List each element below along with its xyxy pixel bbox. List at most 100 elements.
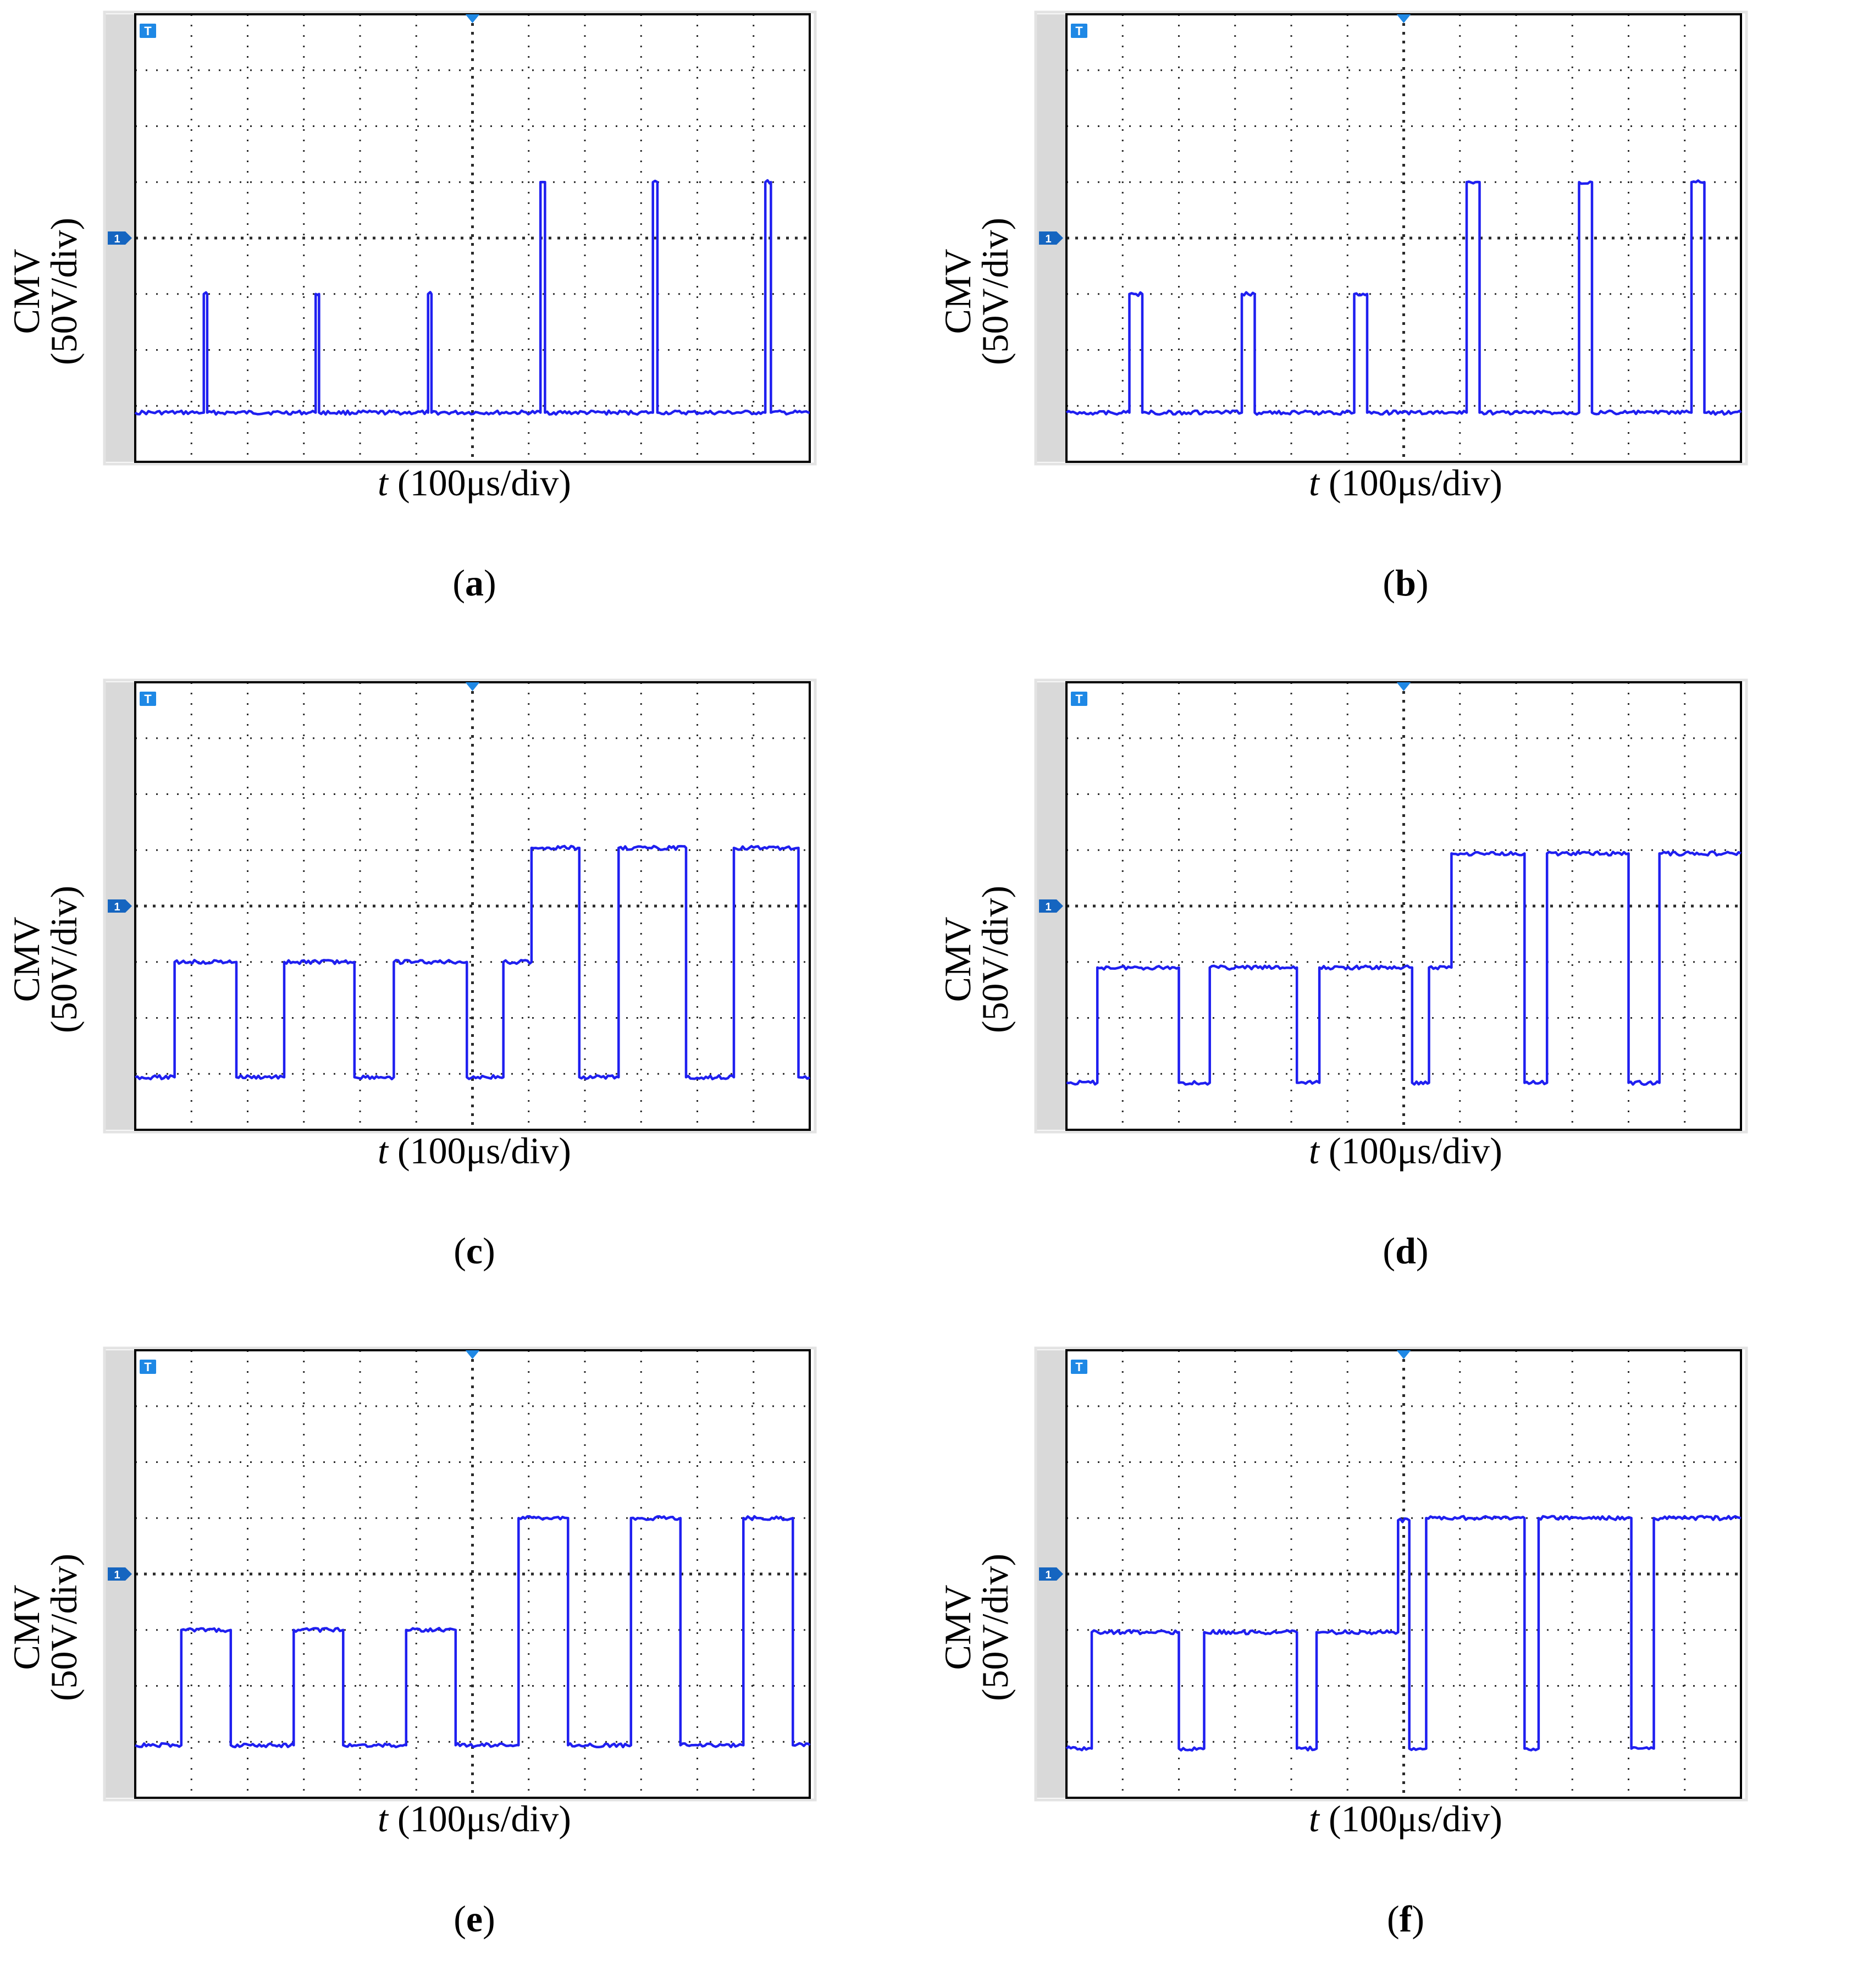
svg-text:1: 1 bbox=[1045, 233, 1051, 245]
scope-panel-c: T 1 CMV (50V/div) t (100μs/div) (c) bbox=[0, 668, 931, 1320]
y-axis-label-scale: (50V/div) bbox=[43, 217, 85, 366]
panel-caption: (a) bbox=[452, 562, 496, 604]
y-axis-label-scale: (50V/div) bbox=[43, 1553, 85, 1702]
scope-grid bbox=[135, 14, 810, 462]
scope-frame bbox=[1034, 678, 1748, 1134]
y-axis-label-scale: (50V/div) bbox=[43, 885, 85, 1034]
x-axis-unit: (100μs/div) bbox=[388, 1130, 571, 1172]
trigger-marker-icon: T bbox=[140, 1360, 156, 1374]
trigger-position-icon bbox=[465, 1350, 480, 1359]
panel-caption: (f) bbox=[1387, 1898, 1424, 1940]
svg-text:1: 1 bbox=[1045, 1569, 1051, 1581]
oscilloscope-screen: T1 bbox=[1034, 10, 1748, 466]
channel-1-marker-icon: 1 bbox=[1039, 899, 1063, 913]
y-axis-label: CMV (50V/div) bbox=[5, 1545, 85, 1710]
scope-panel-e: T 1 CMV (50V/div) t (100μs/div) (e) bbox=[0, 1336, 931, 1988]
panel-caption-letter: a bbox=[465, 562, 484, 604]
scope-panel-b: T 1 CMV (50V/div) t (100μs/div) (b) bbox=[931, 0, 1862, 652]
x-axis-variable: t bbox=[1309, 462, 1319, 504]
x-axis-variable: t bbox=[378, 1798, 388, 1840]
x-axis-label: t (100μs/div) bbox=[1066, 1797, 1745, 1841]
svg-text:T: T bbox=[1075, 692, 1083, 706]
svg-text:1: 1 bbox=[1045, 901, 1051, 913]
channel-1-marker-icon: 1 bbox=[1039, 231, 1063, 245]
trigger-marker-icon: T bbox=[1071, 692, 1087, 706]
y-axis-label: CMV (50V/div) bbox=[5, 877, 85, 1042]
scope-frame bbox=[103, 678, 817, 1134]
panel-caption: (d) bbox=[1383, 1230, 1429, 1272]
y-axis-label-scale: (50V/div) bbox=[974, 885, 1016, 1034]
channel-1-marker-icon: 1 bbox=[108, 1567, 132, 1581]
oscilloscope-screen: T1 bbox=[1034, 678, 1748, 1134]
y-axis-label: CMV (50V/div) bbox=[5, 209, 85, 374]
panel-caption-letter: e bbox=[466, 1898, 483, 1940]
waveform-trace bbox=[1065, 1515, 1742, 1752]
x-axis-variable: t bbox=[378, 462, 388, 504]
svg-text:T: T bbox=[1075, 1360, 1083, 1374]
y-axis-label-quantity: CMV bbox=[937, 916, 979, 1002]
x-axis-label: t (100μs/div) bbox=[135, 1797, 814, 1841]
x-axis-label: t (100μs/div) bbox=[1066, 461, 1745, 505]
waveform-trace bbox=[134, 179, 810, 416]
x-axis-label: t (100μs/div) bbox=[1066, 1129, 1745, 1173]
svg-text:1: 1 bbox=[114, 233, 120, 245]
x-axis-unit: (100μs/div) bbox=[1319, 1798, 1502, 1840]
trigger-position-icon bbox=[1396, 682, 1411, 691]
x-axis-variable: t bbox=[1309, 1130, 1319, 1172]
x-axis-label: t (100μs/div) bbox=[135, 461, 814, 505]
svg-text:1: 1 bbox=[114, 1569, 120, 1581]
y-axis-label-quantity: CMV bbox=[5, 916, 47, 1002]
waveform-trace bbox=[135, 844, 811, 1081]
x-axis-label: t (100μs/div) bbox=[135, 1129, 814, 1173]
trigger-position-icon bbox=[1396, 14, 1411, 23]
trigger-marker-icon: T bbox=[140, 692, 156, 706]
svg-text:1: 1 bbox=[114, 901, 120, 913]
trigger-marker-icon: T bbox=[140, 24, 156, 38]
svg-text:T: T bbox=[144, 1360, 152, 1374]
scope-frame bbox=[1034, 1346, 1748, 1802]
scope-frame bbox=[1034, 10, 1748, 466]
svg-text:T: T bbox=[1075, 24, 1083, 38]
panel-caption-letter: f bbox=[1399, 1898, 1412, 1940]
y-axis-label: CMV (50V/div) bbox=[937, 1545, 1016, 1710]
trigger-position-icon bbox=[1396, 1350, 1411, 1359]
panel-caption-letter: c bbox=[466, 1230, 483, 1272]
x-axis-unit: (100μs/div) bbox=[1319, 1130, 1502, 1172]
scope-panel-d: T 1 CMV (50V/div) t (100μs/div) (d) bbox=[931, 668, 1862, 1320]
trigger-position-icon bbox=[465, 14, 480, 23]
waveform-trace bbox=[135, 1515, 811, 1749]
x-axis-unit: (100μs/div) bbox=[388, 1798, 571, 1840]
oscilloscope-screen: T1 bbox=[103, 678, 817, 1134]
panel-caption: (c) bbox=[454, 1230, 495, 1272]
waveform-trace bbox=[1066, 850, 1742, 1086]
scope-grid bbox=[1066, 682, 1741, 1130]
panel-caption: (e) bbox=[454, 1898, 495, 1940]
scope-frame bbox=[103, 10, 817, 466]
y-axis-label-scale: (50V/div) bbox=[974, 217, 1016, 366]
channel-1-marker-icon: 1 bbox=[108, 899, 132, 913]
channel-1-marker-icon: 1 bbox=[1039, 1567, 1063, 1581]
svg-text:T: T bbox=[144, 692, 152, 706]
panel-caption-letter: d bbox=[1395, 1230, 1416, 1272]
scope-grid bbox=[135, 682, 810, 1130]
trigger-marker-icon: T bbox=[1071, 1360, 1087, 1374]
panel-caption: (b) bbox=[1383, 562, 1429, 604]
y-axis-label-quantity: CMV bbox=[5, 248, 47, 334]
y-axis-label-quantity: CMV bbox=[5, 1584, 47, 1670]
trigger-marker-icon: T bbox=[1071, 24, 1087, 38]
scope-panel-a: T 1 CMV (50V/div) t (100μs/div) (a) bbox=[0, 0, 931, 652]
y-axis-label: CMV (50V/div) bbox=[937, 877, 1016, 1042]
waveform-trace bbox=[1065, 179, 1742, 416]
y-axis-label-quantity: CMV bbox=[937, 248, 979, 334]
oscilloscope-screen: T1 bbox=[1034, 1346, 1748, 1802]
scope-grid bbox=[1066, 1350, 1741, 1798]
y-axis-label: CMV (50V/div) bbox=[937, 209, 1016, 374]
scope-panel-f: T 1 CMV (50V/div) t (100μs/div) (f) bbox=[931, 1336, 1862, 1988]
oscilloscope-screen: T1 bbox=[103, 1346, 817, 1802]
oscilloscope-screen: T1 bbox=[103, 10, 817, 466]
x-axis-unit: (100μs/div) bbox=[388, 462, 571, 504]
trigger-position-icon bbox=[465, 682, 480, 691]
channel-1-marker-icon: 1 bbox=[108, 231, 132, 245]
scope-frame bbox=[103, 1346, 817, 1802]
svg-text:T: T bbox=[144, 24, 152, 38]
